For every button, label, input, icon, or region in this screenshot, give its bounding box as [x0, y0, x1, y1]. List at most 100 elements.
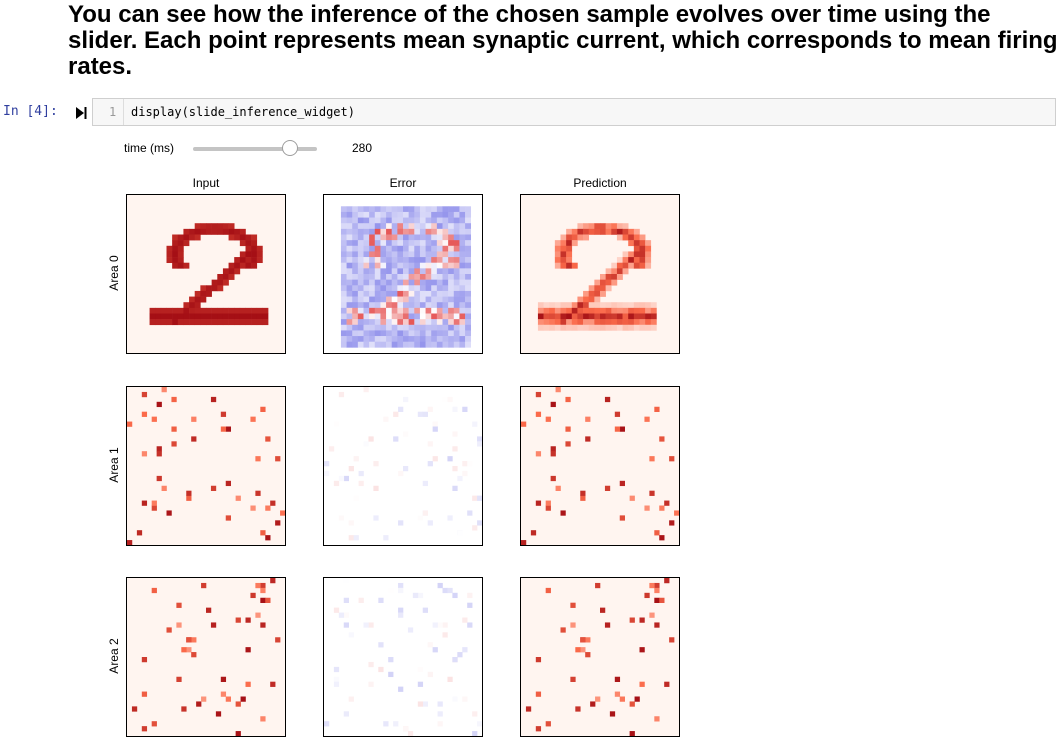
heatmap-cell — [431, 285, 438, 292]
heatmap-cell — [611, 313, 618, 320]
time-slider-track[interactable] — [193, 147, 317, 151]
heatmap-cell — [588, 223, 595, 230]
heatmap-cell — [431, 302, 438, 309]
heatmap-cell — [275, 520, 281, 526]
heatmap-cell — [431, 296, 438, 303]
heatmap-cell — [442, 622, 448, 628]
heatmap-cell — [459, 341, 466, 348]
run-cell-icon[interactable] — [74, 106, 88, 120]
heatmap-cell — [346, 251, 353, 258]
heatmap-cell — [419, 240, 426, 247]
heatmap-cell — [448, 211, 455, 218]
heatmap-cell — [343, 711, 349, 717]
heatmap-cell — [346, 274, 353, 280]
heatmap-cell — [560, 234, 567, 241]
heatmap-cell — [571, 319, 578, 326]
heatmap-cell — [639, 257, 646, 264]
heatmap-cell — [369, 324, 376, 331]
heatmap-cell — [560, 257, 567, 264]
heatmap-cell — [369, 234, 376, 241]
heatmap-cell — [414, 324, 421, 331]
heatmap-cell — [616, 223, 623, 230]
heatmap-cell — [465, 251, 472, 258]
heatmap-cell — [611, 228, 618, 235]
heatmap-cell — [425, 336, 432, 343]
heatmap-cell — [250, 505, 256, 511]
heatmap-cell — [431, 324, 438, 331]
code-cell-input[interactable]: 1 display(slide_inference_widget) — [92, 98, 1056, 126]
heatmap-cell — [605, 285, 612, 292]
heatmap-background — [521, 578, 679, 736]
heatmap-cell — [386, 341, 393, 348]
heatmap-cell — [386, 296, 393, 303]
heatmap-cell — [374, 313, 381, 320]
heatmap-cell — [600, 302, 606, 309]
heatmap-cell — [155, 313, 162, 320]
code-line[interactable]: display(slide_inference_widget) — [131, 105, 355, 119]
heatmap-cell — [462, 617, 468, 623]
heatmap-cell — [228, 262, 235, 269]
heatmap-cell — [600, 223, 606, 230]
heatmap-cell — [177, 307, 184, 314]
heatmap-cell — [340, 324, 347, 331]
heatmap-cell — [391, 257, 398, 264]
heatmap-cell — [374, 307, 381, 314]
heatmap-cell — [166, 510, 172, 516]
heatmap-cell — [585, 416, 591, 422]
heatmap-cell — [403, 324, 409, 331]
heatmap-cell — [363, 285, 370, 292]
heatmap-cell — [442, 296, 449, 303]
heatmap-cell — [571, 240, 578, 247]
heatmap-cell — [391, 245, 398, 252]
heatmap-cell — [414, 330, 421, 337]
heatmap-cell — [442, 223, 449, 230]
heatmap-cell — [616, 228, 623, 235]
heatmap-cell — [338, 391, 345, 398]
heatmap-cell — [442, 632, 448, 638]
heatmap-cell — [403, 319, 409, 326]
heatmap-cell — [659, 505, 665, 511]
heatmap-cell — [442, 262, 449, 269]
heatmap-cell — [234, 319, 241, 326]
heatmap-cell — [442, 313, 449, 320]
heatmap-cell — [391, 313, 398, 320]
heatmap-cell — [194, 313, 201, 320]
heatmap-cell — [447, 515, 453, 521]
heatmap-cell — [442, 285, 449, 292]
heatmap-cell — [419, 268, 426, 275]
heatmap-cell — [425, 296, 432, 303]
heatmap-cell — [543, 302, 550, 309]
time-slider-handle[interactable] — [282, 140, 298, 156]
heatmap-cell — [419, 228, 426, 235]
heatmap-cell — [256, 307, 263, 314]
heatmap-cell — [234, 313, 241, 320]
heatmap-cell — [239, 313, 246, 320]
heatmap-cell — [425, 240, 432, 247]
heatmap-cell — [346, 223, 353, 230]
heatmap-cell — [160, 313, 167, 320]
heatmap-cell — [166, 251, 173, 258]
heatmap-cell — [605, 302, 612, 309]
heatmap-cell — [357, 290, 364, 297]
heatmap-cell — [255, 456, 261, 462]
heatmap-cell — [453, 296, 460, 303]
heatmap-cell — [357, 274, 364, 280]
heatmap-cell — [550, 475, 556, 482]
heatmap-cell — [186, 647, 192, 653]
heatmap-cell — [378, 666, 384, 673]
heatmap-cell — [172, 262, 179, 269]
heatmap-cell — [176, 602, 182, 608]
heatmap-cell — [239, 257, 246, 264]
heatmap-cell — [183, 240, 190, 247]
heatmap-cell — [650, 319, 657, 326]
heatmap-cell — [566, 257, 573, 264]
heatmap-cell — [571, 307, 578, 314]
heatmap-cell — [340, 319, 347, 326]
heatmap-cell — [427, 671, 433, 678]
heatmap-cell — [260, 582, 266, 589]
heatmap-cell — [373, 485, 379, 491]
heatmap-cell — [659, 436, 665, 442]
heatmap-cell — [177, 251, 184, 258]
heatmap-cell — [369, 319, 376, 326]
heatmap-cell — [403, 396, 409, 403]
